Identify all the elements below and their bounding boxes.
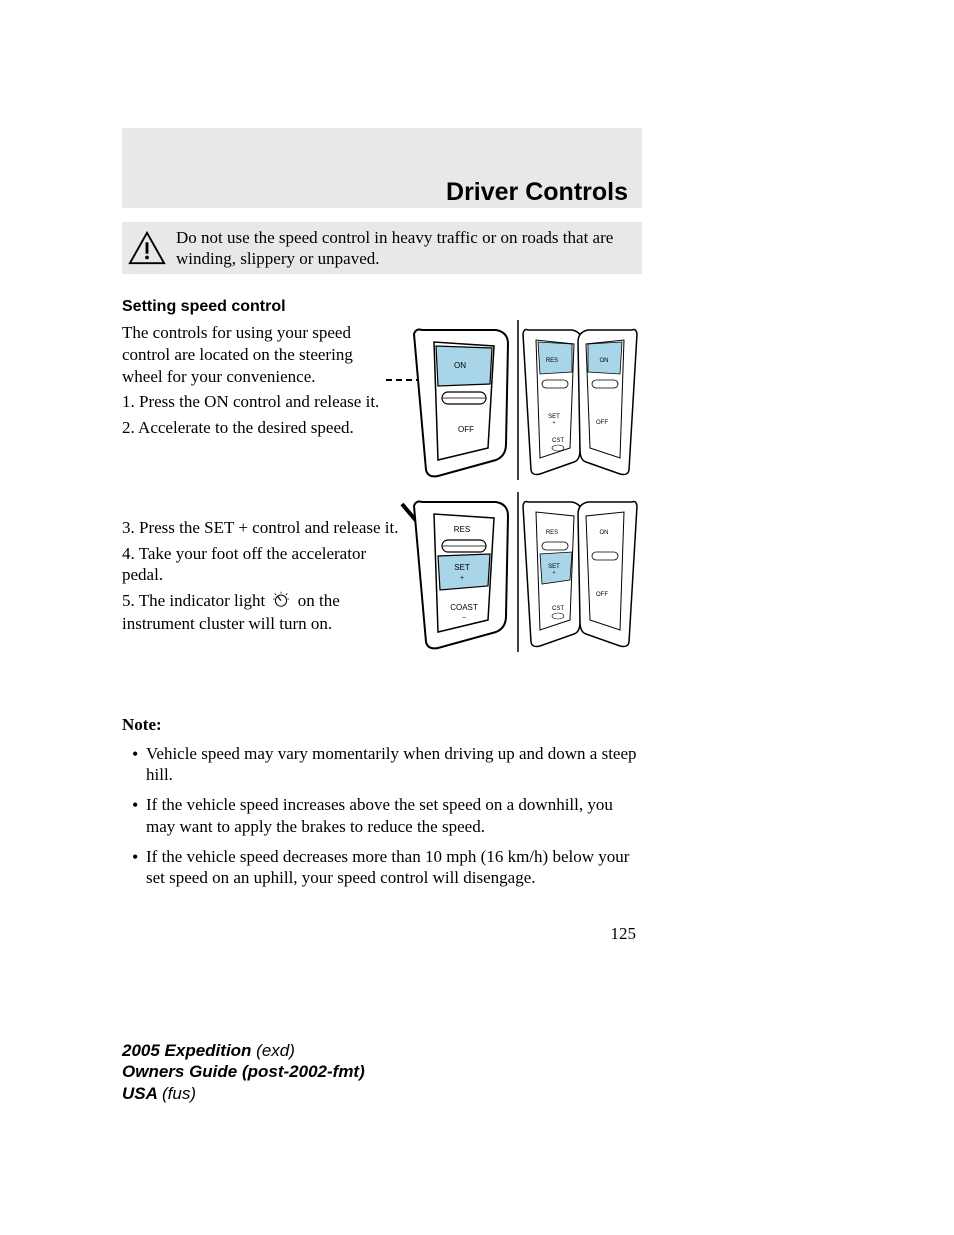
note-heading: Note:: [122, 715, 642, 735]
page-title: Driver Controls: [446, 178, 628, 207]
note-bullet-3: If the vehicle speed decreases more than…: [122, 846, 642, 890]
page-number: 125: [611, 924, 637, 944]
svg-text:COAST: COAST: [450, 603, 478, 612]
svg-text:CST: CST: [552, 606, 564, 612]
step-2: 2. Accelerate to the desired speed.: [122, 417, 382, 439]
cruise-indicator-icon: [269, 591, 293, 613]
step-3: 3. Press the SET + control and release i…: [122, 517, 402, 539]
svg-text:−: −: [462, 615, 466, 622]
note-list: Vehicle speed may vary momentarily when …: [122, 743, 642, 890]
svg-text:+: +: [553, 420, 556, 426]
svg-text:RES: RES: [454, 525, 470, 534]
footer-region: USA: [122, 1084, 162, 1103]
svg-text:ON: ON: [600, 358, 609, 364]
footer: 2005 Expedition (exd) Owners Guide (post…: [122, 1040, 365, 1104]
svg-text:SET: SET: [454, 563, 470, 572]
diagram-on-control: ON OFF RES SET + CST ON OFF: [386, 320, 638, 480]
note-bullet-2: If the vehicle speed increases above the…: [122, 794, 642, 838]
footer-guide: Owners Guide (post-2002-fmt): [122, 1062, 365, 1081]
svg-text:+: +: [553, 570, 556, 576]
warning-triangle-icon: [128, 229, 166, 267]
diagram1-off-label: OFF: [458, 425, 474, 434]
svg-text:+: +: [460, 575, 464, 582]
diagram-set-control: RES SET + COAST − RES SET + CST ON OFF: [386, 492, 638, 652]
step-5: 5. The indicator light on the instrument…: [122, 590, 402, 635]
diagram1-on-label: ON: [454, 361, 466, 370]
step-5-part-a: 5. The indicator light: [122, 591, 269, 610]
step-1: 1. Press the ON control and release it.: [122, 391, 382, 413]
note-bullet-1: Vehicle speed may vary momentarily when …: [122, 743, 642, 787]
intro-text: The controls for using your speed contro…: [122, 322, 382, 387]
svg-text:OFF: OFF: [596, 592, 608, 598]
footer-code2: (fus): [162, 1084, 196, 1103]
svg-text:CST: CST: [552, 438, 564, 444]
footer-code1: (exd): [256, 1041, 295, 1060]
footer-model: 2005 Expedition: [122, 1041, 256, 1060]
warning-text: Do not use the speed control in heavy tr…: [176, 227, 632, 270]
warning-block: Do not use the speed control in heavy tr…: [122, 222, 642, 274]
step-4: 4. Take your foot off the accelerator pe…: [122, 543, 402, 587]
svg-text:RES: RES: [546, 530, 558, 536]
svg-text:RES: RES: [546, 358, 558, 364]
svg-text:OFF: OFF: [596, 420, 608, 426]
svg-text:ON: ON: [600, 530, 609, 536]
setting-speed-heading: Setting speed control: [122, 298, 382, 316]
